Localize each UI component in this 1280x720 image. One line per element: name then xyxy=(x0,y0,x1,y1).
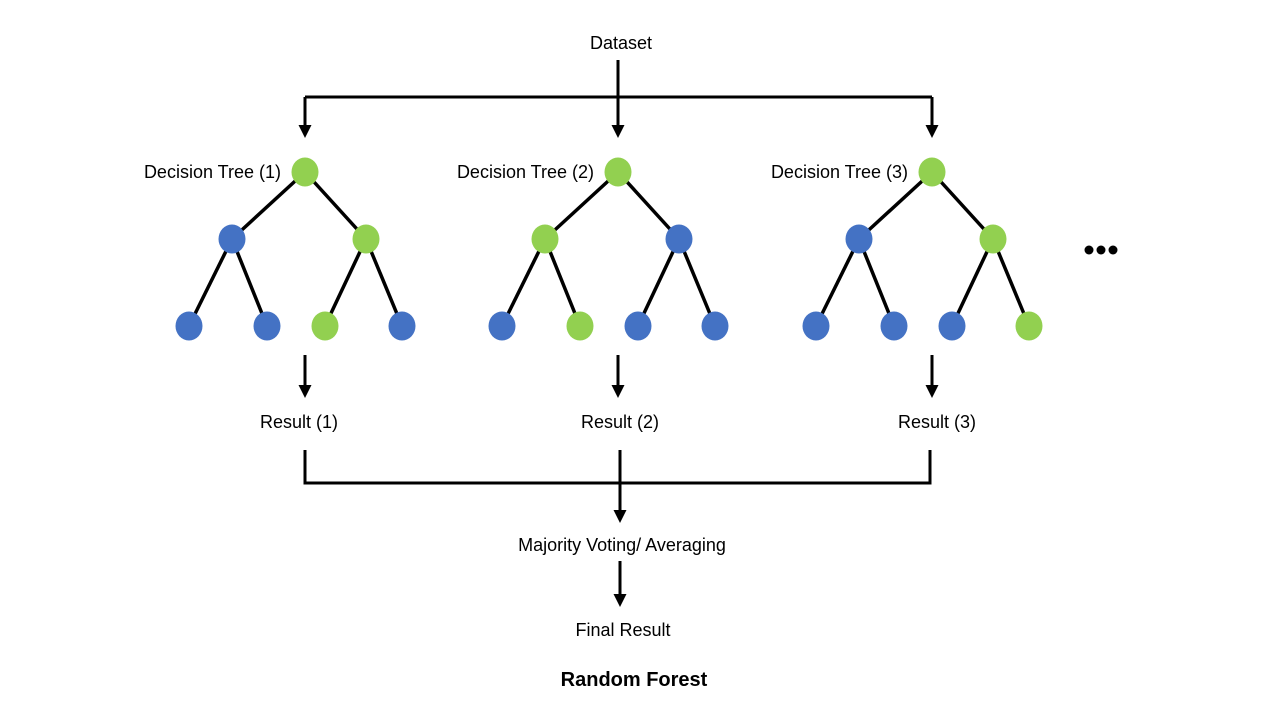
tree-3-level2-node xyxy=(979,224,1007,254)
tree-2-edge xyxy=(636,238,681,327)
tree-1-edge xyxy=(230,170,307,241)
result-label-3: Result (3) xyxy=(897,412,977,432)
result-label-1: Result (1) xyxy=(259,412,339,432)
tree-2-leaf-node xyxy=(488,311,516,341)
tree-3-edge xyxy=(930,170,995,241)
tree-1-root-node xyxy=(291,157,319,187)
tree-2-leaf-node xyxy=(566,311,594,341)
majority-voting-label: Majority Voting/ Averaging xyxy=(518,535,726,555)
ellipsis-icon xyxy=(1108,245,1118,255)
tree-2-level2-node xyxy=(531,224,559,254)
tree-1-level2-node xyxy=(218,224,246,254)
tree-2-leaf-node xyxy=(701,311,729,341)
tree-3-edge xyxy=(991,238,1031,327)
final-result-label: Final Result xyxy=(575,620,671,640)
dataset-arrow-right-head xyxy=(925,125,939,138)
tree-3-level2-node xyxy=(845,224,873,254)
tree-1-level2-node xyxy=(352,224,380,254)
tree-2-edge xyxy=(677,238,717,327)
tree-label-2: Decision Tree (2) xyxy=(456,162,594,182)
tree-1-edge xyxy=(364,238,404,327)
tree-2-edge xyxy=(500,238,547,327)
tree-2-root-node xyxy=(604,157,632,187)
tree-3-edge xyxy=(857,170,934,241)
tree-1-leaf-node xyxy=(388,311,416,341)
ellipsis-icon xyxy=(1096,245,1106,255)
tree-label-1: Decision Tree (1) xyxy=(143,162,281,182)
tree-2-edge xyxy=(616,170,681,241)
diagram-title: Random Forest xyxy=(560,669,708,691)
tree-1-leaf-node xyxy=(311,311,339,341)
tree-3-leaf-node xyxy=(1015,311,1043,341)
merge-connector xyxy=(303,450,932,485)
tree-label-3: Decision Tree (3) xyxy=(770,162,908,182)
dataset-label: Dataset xyxy=(589,33,653,53)
tree-1-leaf-node xyxy=(175,311,203,341)
tree-2-result-arrow-head xyxy=(611,385,625,398)
tree-1-leaf-node xyxy=(253,311,281,341)
tree-1-result-arrow-head xyxy=(298,385,312,398)
tree-3-leaf-node xyxy=(802,311,830,341)
ellipsis-icon xyxy=(1084,245,1094,255)
tree-1-edge xyxy=(323,238,368,327)
tree-3-edge xyxy=(814,238,861,327)
tree-1-edge xyxy=(230,238,269,327)
final-arrow-head xyxy=(613,594,627,607)
dataset-arrow-center-head xyxy=(611,125,625,138)
dataset-arrow-left-head xyxy=(298,125,312,138)
tree-2-level2-node xyxy=(665,224,693,254)
tree-3-edge xyxy=(950,238,995,327)
majority-arrow-head xyxy=(613,510,627,523)
tree-3-result-arrow-head xyxy=(925,385,939,398)
tree-2-edge xyxy=(543,238,582,327)
tree-3-root-node xyxy=(918,157,946,187)
result-label-2: Result (2) xyxy=(580,412,660,432)
tree-3-edge xyxy=(857,238,896,327)
tree-3-leaf-node xyxy=(938,311,966,341)
tree-1-edge xyxy=(187,238,234,327)
tree-1-edge xyxy=(303,170,368,241)
tree-3-leaf-node xyxy=(880,311,908,341)
tree-2-edge xyxy=(543,170,620,241)
tree-2-leaf-node xyxy=(624,311,652,341)
